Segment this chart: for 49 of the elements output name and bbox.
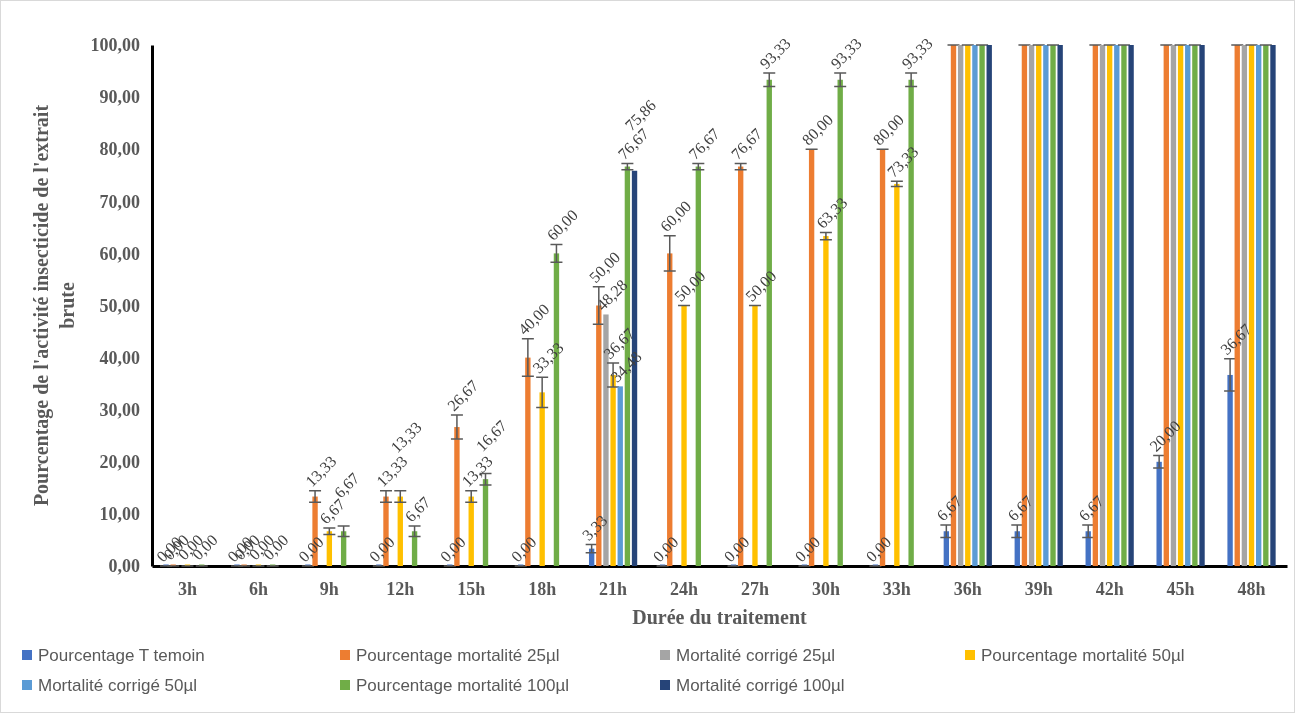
y-axis-title: Pourcentage de l'activité insecticide de l'extrait brute xyxy=(30,104,78,507)
data-label: 0,00 xyxy=(436,533,469,566)
data-label: 6,67 xyxy=(401,493,434,526)
legend-label: Mortalité corrigé 100µl xyxy=(676,676,845,695)
x-tick-label: 18h xyxy=(528,578,557,599)
data-label: 6,67 xyxy=(933,492,966,525)
data-label: 0,00 xyxy=(791,533,824,566)
x-tick-label: 39h xyxy=(1024,578,1053,599)
x-tick-label: 9h xyxy=(319,578,339,599)
legend-label: Pourcentage mortalité 25µl xyxy=(356,646,560,665)
legend-label: Pourcentage T temoin xyxy=(38,646,205,665)
x-axis-title: Durée du traitement xyxy=(632,606,808,628)
x-tick-label: 42h xyxy=(1095,578,1124,599)
y-tick-label: 90,00 xyxy=(99,87,140,108)
x-tick-label: 36h xyxy=(953,578,982,599)
legend-label: Mortalité corrigé 50µl xyxy=(38,676,198,695)
x-tick-label: 27h xyxy=(740,578,769,599)
x-tick-label: 33h xyxy=(882,578,911,599)
y-tick-label: 10,00 xyxy=(99,504,140,525)
y-tick-label: 100,00 xyxy=(90,35,140,56)
legend-label: Mortalité corrigé 25µl xyxy=(676,646,836,665)
data-label: 0,00 xyxy=(365,533,398,566)
y-tick-label: 40,00 xyxy=(99,347,140,368)
data-label: 0,00 xyxy=(507,533,540,566)
data-label: 3,33 xyxy=(578,511,611,544)
x-tick-label: 24h xyxy=(670,578,699,599)
x-tick-label: 15h xyxy=(457,578,486,599)
x-tick-label: 30h xyxy=(811,578,840,599)
data-label: 6,67 xyxy=(1075,492,1108,525)
x-tick-label: 6h xyxy=(248,578,268,599)
x-tick-label: 3h xyxy=(177,578,197,599)
data-label: 6,67 xyxy=(1004,492,1037,525)
y-tick-label: 60,00 xyxy=(99,243,140,264)
y-tick-label: 30,00 xyxy=(99,399,140,420)
data-label: 0,00 xyxy=(720,533,753,566)
data-label: 0,00 xyxy=(295,533,327,566)
y-tick-label: 80,00 xyxy=(99,139,140,160)
y-tick-label: 0,00 xyxy=(108,556,140,577)
y-tick-label: 70,00 xyxy=(99,191,140,212)
y-tick-label: 50,00 xyxy=(99,295,140,316)
x-tick-label: 48h xyxy=(1237,578,1266,599)
data-label: 0,00 xyxy=(862,533,895,566)
legend-label: Pourcentage mortalité 50µl xyxy=(981,646,1185,665)
y-tick-label: 20,00 xyxy=(99,452,140,473)
x-tick-label: 21h xyxy=(599,578,628,599)
x-tick-label: 12h xyxy=(386,578,415,599)
x-tick-label: 45h xyxy=(1166,578,1195,599)
legend-label: Pourcentage mortalité 100µl xyxy=(356,676,569,695)
data-label: 0,00 xyxy=(649,533,682,566)
